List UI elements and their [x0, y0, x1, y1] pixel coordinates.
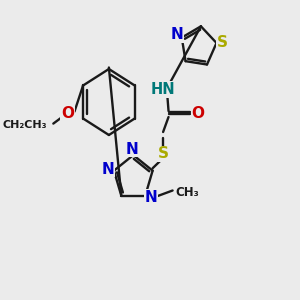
Text: O: O: [61, 106, 74, 122]
Text: N: N: [144, 190, 157, 205]
Text: S: S: [217, 35, 228, 50]
Text: CH₃: CH₃: [175, 186, 199, 200]
Text: CH₂CH₃: CH₂CH₃: [3, 119, 47, 130]
Text: N: N: [126, 142, 138, 157]
Text: S: S: [158, 146, 169, 161]
Text: HN: HN: [151, 82, 176, 97]
Text: N: N: [102, 162, 114, 177]
Text: O: O: [191, 106, 204, 122]
Text: N: N: [170, 27, 183, 42]
